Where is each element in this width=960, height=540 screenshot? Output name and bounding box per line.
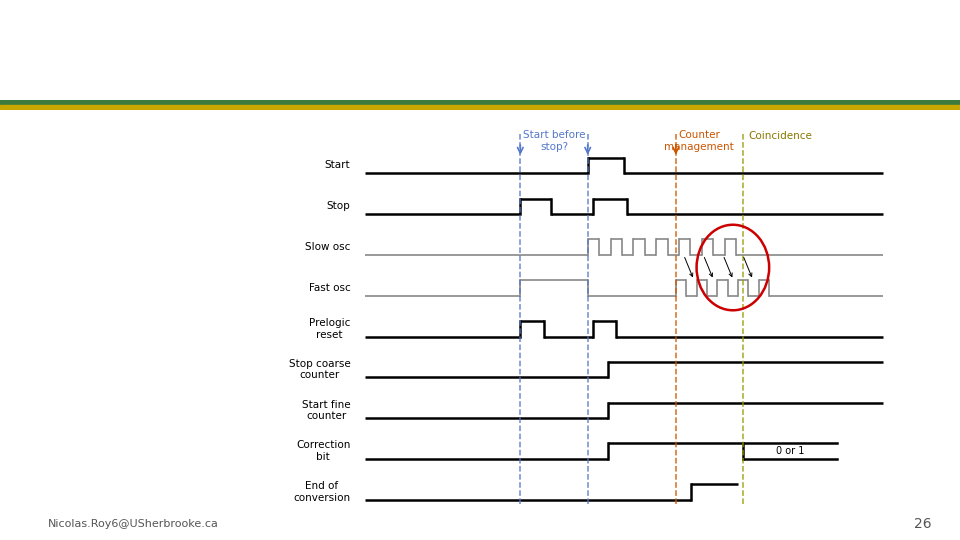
Text: Counter
management: Counter management bbox=[664, 131, 734, 152]
Text: Stop: Stop bbox=[326, 201, 350, 211]
Text: Start: Start bbox=[324, 160, 350, 171]
Text: 0 or 1: 0 or 1 bbox=[776, 446, 804, 456]
Text: 26: 26 bbox=[914, 517, 931, 531]
Text: Start fine
counter: Start fine counter bbox=[301, 400, 350, 421]
Text: End of
conversion: End of conversion bbox=[293, 481, 350, 503]
Text: Correction
bit: Correction bit bbox=[296, 441, 350, 462]
Text: Coincidence: Coincidence bbox=[749, 131, 812, 140]
Bar bbox=[0, 105, 960, 109]
Text: Slow osc: Slow osc bbox=[305, 242, 350, 252]
Text: Coincidence Circuit Timing Diagram: Coincidence Circuit Timing Diagram bbox=[53, 40, 666, 70]
Text: Stop coarse
counter: Stop coarse counter bbox=[289, 359, 350, 380]
Text: Nicolas.Roy6@USherbrooke.ca: Nicolas.Roy6@USherbrooke.ca bbox=[48, 519, 219, 529]
Bar bbox=[0, 100, 960, 105]
Text: Start before
stop?: Start before stop? bbox=[523, 131, 586, 152]
Text: Fast osc: Fast osc bbox=[309, 283, 350, 293]
Text: Prelogic
reset: Prelogic reset bbox=[309, 318, 350, 340]
